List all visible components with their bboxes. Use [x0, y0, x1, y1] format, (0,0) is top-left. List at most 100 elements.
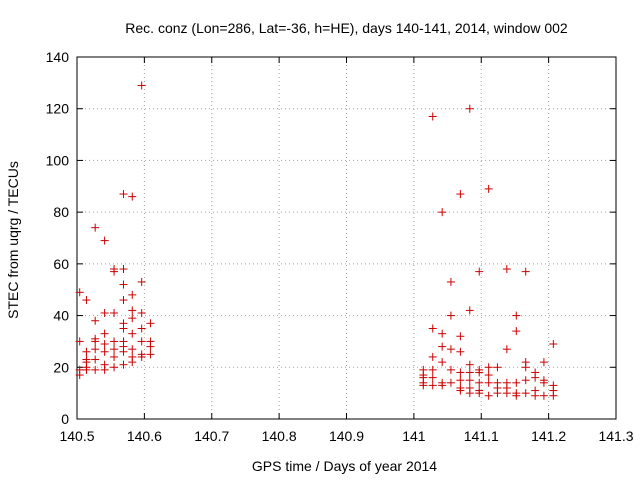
y-axis-label: STEC from uqrg / TECUs: [5, 161, 21, 319]
data-point: [549, 340, 558, 349]
data-point: [521, 363, 530, 372]
data-point: [465, 368, 474, 377]
data-point: [91, 316, 100, 325]
data-point: [465, 306, 474, 315]
data-point: [446, 365, 455, 374]
data-point: [91, 345, 100, 354]
data-point: [110, 337, 119, 346]
data-point: [456, 368, 465, 377]
data-point: [475, 389, 484, 398]
data-point: [512, 378, 521, 387]
data-point: [428, 352, 437, 361]
data-point: [456, 376, 465, 385]
data-point: [521, 376, 530, 385]
data-point: [100, 329, 109, 338]
data-point: [531, 391, 540, 400]
data-point: [91, 223, 100, 232]
data-point: [502, 345, 511, 354]
data-point: [110, 308, 119, 317]
data-point: [428, 112, 437, 121]
data-point: [119, 360, 128, 369]
data-point: [465, 376, 474, 385]
data-point: [456, 347, 465, 356]
y-tick-label: 0: [61, 411, 69, 427]
x-tick-label: 140.6: [127, 428, 162, 444]
data-point: [100, 236, 109, 245]
x-axis-label: GPS time / Days of year 2014: [252, 458, 437, 474]
data-point: [82, 365, 91, 374]
data-point: [100, 340, 109, 349]
data-point: [438, 342, 447, 351]
data-point: [110, 345, 119, 354]
data-points: [75, 81, 558, 400]
data-point: [137, 337, 146, 346]
data-point: [428, 373, 437, 382]
data-point: [446, 277, 455, 286]
data-point: [484, 378, 493, 387]
data-point: [128, 329, 137, 338]
data-point: [465, 360, 474, 369]
data-point: [128, 314, 137, 323]
x-tick-label: 140.7: [194, 428, 229, 444]
x-tick-label: 141.3: [598, 428, 633, 444]
data-point: [475, 267, 484, 276]
data-point: [512, 391, 521, 400]
data-point: [128, 358, 137, 367]
data-point: [128, 192, 137, 201]
data-point: [531, 373, 540, 382]
data-point: [438, 358, 447, 367]
data-point: [137, 352, 146, 361]
data-point: [100, 365, 109, 374]
data-point: [438, 381, 447, 390]
data-point: [128, 306, 137, 315]
data-point: [82, 347, 91, 356]
data-point: [493, 389, 502, 398]
x-tick-label: 141.2: [531, 428, 566, 444]
data-point: [438, 329, 447, 338]
x-tick-label: 141.1: [464, 428, 499, 444]
data-point: [128, 290, 137, 299]
data-point: [428, 381, 437, 390]
chart-title: Rec. conz (Lon=286, Lat=-36, h=HE), days…: [125, 20, 568, 36]
data-point: [100, 347, 109, 356]
data-point: [91, 337, 100, 346]
data-point: [119, 265, 128, 274]
x-tick-label: 141: [402, 428, 426, 444]
y-tick-label: 40: [53, 308, 69, 324]
x-tick-label: 140.8: [262, 428, 297, 444]
data-point: [549, 391, 558, 400]
data-point: [502, 265, 511, 274]
data-point: [146, 319, 155, 328]
data-point: [137, 308, 146, 317]
y-tick-label: 80: [53, 204, 69, 220]
data-point: [456, 332, 465, 341]
data-point: [100, 308, 109, 317]
data-point: [484, 184, 493, 193]
y-tick-label: 140: [46, 49, 70, 65]
data-point: [137, 324, 146, 333]
data-point: [465, 104, 474, 113]
data-point: [446, 345, 455, 354]
data-point: [75, 371, 84, 380]
data-point: [91, 355, 100, 364]
data-point: [438, 208, 447, 217]
data-point: [110, 267, 119, 276]
data-point: [137, 81, 146, 90]
data-point: [539, 378, 548, 387]
data-point: [456, 190, 465, 199]
data-point: [128, 345, 137, 354]
data-point: [91, 365, 100, 374]
x-tick-label: 140.5: [59, 428, 94, 444]
data-point: [119, 347, 128, 356]
data-point: [419, 381, 428, 390]
x-tick-label: 140.9: [329, 428, 364, 444]
data-point: [428, 365, 437, 374]
data-point: [110, 363, 119, 372]
data-point: [493, 363, 502, 372]
data-point: [75, 288, 84, 297]
ticks: 140.5 140.6 140.7 140.8 140.9 141 141.1 141.2 14…: [46, 49, 634, 444]
data-point: [82, 296, 91, 305]
data-point: [465, 389, 474, 398]
data-point: [446, 378, 455, 387]
